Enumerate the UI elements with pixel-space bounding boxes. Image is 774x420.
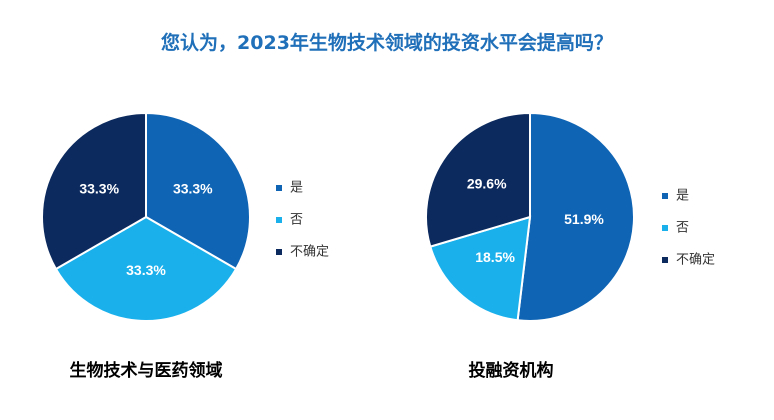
data-label: 51.9% <box>564 211 604 227</box>
chart-title: 投融资机构 <box>469 360 554 381</box>
data-label: 33.3% <box>79 181 119 197</box>
data-label: 33.3% <box>173 181 213 197</box>
chart-title: 生物技术与医药领域 <box>70 360 223 381</box>
pie-slice-no <box>429 215 532 322</box>
pie-slice-yes <box>516 111 635 322</box>
legend-swatch-yes <box>662 193 668 199</box>
legend-swatch-unsure <box>662 257 668 263</box>
legend-label: 是 <box>290 181 303 196</box>
data-label: 33.3% <box>126 262 166 278</box>
pie-slice-unsure <box>41 111 147 271</box>
legend-label: 是 <box>676 189 689 204</box>
data-label: 18.5% <box>475 249 515 265</box>
data-label: 29.6% <box>467 175 507 191</box>
legend-swatch-unsure <box>276 249 282 255</box>
legend-label: 否 <box>290 213 303 228</box>
pie-slice-yes <box>145 111 251 271</box>
page-title: 您认为，2023年生物技术领域的投资水平会提高吗？ <box>161 32 613 54</box>
legend-label: 不确定 <box>290 245 329 260</box>
legend-label: 否 <box>676 221 689 236</box>
legend-swatch-no <box>662 225 668 231</box>
legend-swatch-yes <box>276 185 282 191</box>
pie-slice-unsure <box>425 111 531 248</box>
legend-label: 不确定 <box>676 253 715 268</box>
legend-swatch-no <box>276 217 282 223</box>
